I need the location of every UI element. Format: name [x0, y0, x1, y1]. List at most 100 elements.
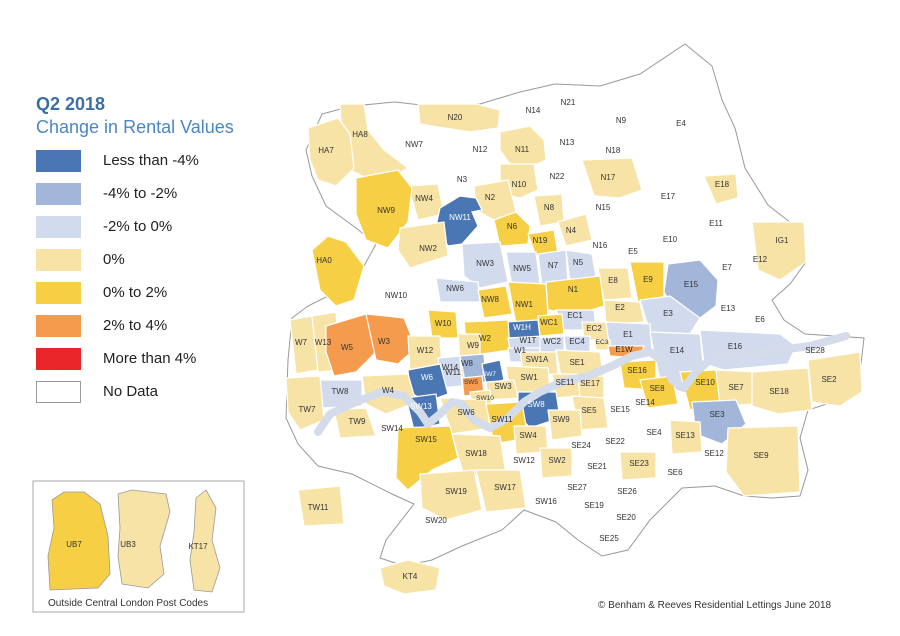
district-label-nw1: NW1 — [515, 300, 533, 309]
district-label-se3: SE3 — [709, 410, 725, 419]
district-label-se22: SE22 — [605, 437, 625, 446]
district-label-nw9: NW9 — [377, 206, 395, 215]
district-area-se8 — [639, 375, 679, 409]
district-label-sw5: SW5 — [464, 379, 478, 386]
district-label-se6: SE6 — [667, 468, 683, 477]
district-label-n10: N10 — [512, 180, 527, 189]
legend-swatch — [36, 348, 81, 370]
district-label-ec3: EC3 — [596, 339, 609, 346]
district-area-se9 — [725, 425, 801, 497]
district-label-e17: E17 — [661, 192, 676, 201]
district-label-se24: SE24 — [571, 441, 591, 450]
district-label-se28: SE28 — [805, 346, 825, 355]
district-label-n14: N14 — [526, 106, 541, 115]
district-label-wc2: WC2 — [543, 337, 561, 346]
district-label-sw15: SW15 — [415, 435, 437, 444]
district-label-sw1a: SW1A — [526, 355, 549, 364]
district-label-nw8: NW8 — [481, 295, 499, 304]
district-label-sw2: SW2 — [548, 456, 566, 465]
district-label-sw9: SW9 — [552, 415, 570, 424]
district-label-se5: SE5 — [581, 406, 597, 415]
district-area-w3 — [365, 313, 417, 365]
district-label-n11: N11 — [515, 145, 530, 154]
district-area-n11 — [499, 125, 547, 167]
district-label-nw5: NW5 — [513, 264, 531, 273]
district-label-n2: N2 — [485, 193, 496, 202]
district-label-se17: SE17 — [580, 379, 600, 388]
legend-label: 0% to 2% — [103, 284, 168, 301]
legend-label: Less than -4% — [103, 152, 199, 169]
district-shapes — [285, 103, 863, 595]
district-label-sw14: SW14 — [381, 424, 403, 433]
district-label-ha0: HA0 — [316, 256, 332, 265]
district-label-se2: SE2 — [821, 375, 837, 384]
district-area-e18 — [703, 173, 739, 205]
district-label-tw7: TW7 — [299, 405, 316, 414]
district-label-w5: W5 — [341, 343, 354, 352]
district-label-nw7: NW7 — [405, 140, 423, 149]
district-label-n6: N6 — [507, 222, 518, 231]
district-area-n17 — [581, 157, 643, 199]
district-label-w12: W12 — [417, 346, 434, 355]
district-label-w14: W14 — [442, 363, 459, 372]
district-label-e5: E5 — [628, 247, 638, 256]
district-label-n18: N18 — [606, 146, 621, 155]
district-label-ha8: HA8 — [352, 130, 368, 139]
district-label-se18: SE18 — [769, 387, 789, 396]
inset-label-ub7: UB7 — [66, 540, 82, 549]
legend-label: More than 4% — [103, 350, 197, 367]
district-label-sw8: SW8 — [527, 400, 545, 409]
inset-map: UB7 UB3 KT17 — [32, 480, 245, 613]
inset-area-ub3 — [117, 489, 171, 589]
credit-text: © Benham & Reeves Residential Lettings J… — [598, 600, 832, 611]
district-label-w1: W1 — [514, 346, 527, 355]
district-label-n12: N12 — [473, 145, 488, 154]
district-label-n15: N15 — [596, 203, 611, 212]
district-label-e8: E8 — [608, 276, 618, 285]
map-title: Q2 2018 — [36, 94, 106, 114]
district-label-sw10: SW10 — [476, 395, 494, 402]
district-labels: HA8 HA7 NW7 N20 N14 N21 N9 E4 N12 N11 N13 N18 N3 N10 N… — [295, 98, 837, 581]
district-label-e18: E18 — [715, 180, 730, 189]
district-label-w13: W13 — [315, 338, 332, 347]
district-label-e2: E2 — [615, 303, 625, 312]
district-area-se18 — [751, 367, 813, 415]
district-label-e7: E7 — [722, 263, 732, 272]
district-area-ig1 — [751, 221, 807, 281]
district-label-w7: W7 — [295, 338, 308, 347]
district-label-w1h: W1H — [513, 323, 531, 332]
district-label-nw10: NW10 — [385, 291, 408, 300]
river-thames — [314, 332, 850, 436]
district-label-se9: SE9 — [753, 451, 769, 460]
inset-caption: Outside Central London Post Codes — [48, 598, 209, 609]
legend-label: 2% to 4% — [103, 317, 168, 334]
legend-swatch — [36, 216, 81, 238]
district-label-e3: E3 — [663, 309, 673, 318]
district-area-sw17 — [475, 469, 527, 513]
district-area-wc1 — [537, 313, 565, 337]
district-label-w3: W3 — [378, 337, 391, 346]
district-label-sw7: SW7 — [482, 371, 496, 378]
district-area-nw2 — [397, 221, 449, 269]
district-label-se20: SE20 — [616, 513, 636, 522]
legend-swatch — [36, 150, 81, 172]
district-label-se27: SE27 — [567, 483, 587, 492]
district-label-w4: W4 — [382, 386, 395, 395]
district-area-ha0 — [311, 235, 365, 307]
district-area-tw9 — [333, 407, 377, 439]
district-area-tw11 — [297, 485, 345, 527]
district-label-w8: W8 — [461, 359, 474, 368]
legend-swatch — [36, 381, 81, 403]
inset-area-kt17 — [189, 489, 221, 593]
legend-swatch — [36, 282, 81, 304]
district-area-sw19 — [419, 469, 483, 521]
district-label-se16: SE16 — [627, 366, 647, 375]
district-label-n13: N13 — [560, 138, 575, 147]
district-label-w1t: W1T — [520, 336, 537, 345]
district-label-w9: W9 — [467, 341, 480, 350]
district-label-wc1: WC1 — [540, 318, 558, 327]
legend-label: -4% to -2% — [103, 185, 178, 202]
district-label-se7: SE7 — [728, 383, 744, 392]
postcode-districts — [285, 43, 865, 595]
